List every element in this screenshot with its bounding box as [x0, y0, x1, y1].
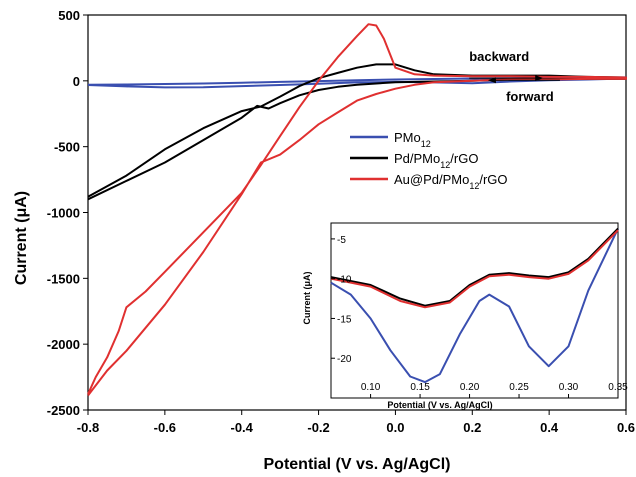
inset-x-tick-label: 0.15 [410, 382, 430, 393]
inset-x-tick-label: 0.25 [509, 382, 529, 393]
y-tick-label: -2500 [47, 403, 80, 418]
x-tick-label: -0.8 [77, 420, 99, 435]
x-tick-label: -0.4 [231, 420, 254, 435]
y-tick-label: 500 [58, 8, 80, 23]
legend-label-1: Pd/PMo12/rGO [394, 151, 478, 170]
x-tick-label: 0.6 [617, 420, 635, 435]
x-tick-label: -0.6 [154, 420, 176, 435]
inset-y-tick-label: -10 [337, 275, 352, 286]
legend-label-2: Au@Pd/PMo12/rGO [394, 172, 508, 191]
x-tick-label: 0.2 [463, 420, 481, 435]
x-tick-label: -0.2 [307, 420, 329, 435]
inset-x-tick-label: 0.20 [460, 382, 480, 393]
inset-y-tick-label: -15 [337, 314, 352, 325]
legend: PMo12 Pd/PMo12/rGO Au@Pd/PMo12/rGO [350, 130, 508, 191]
x-tick-label: 0.4 [540, 420, 559, 435]
legend-label-0: PMo12 [394, 130, 431, 149]
x-axis-label: Potential (V vs. Ag/AgCl) [264, 456, 451, 473]
inset-x-tick-label: 0.10 [361, 382, 381, 393]
y-tick-label: -1500 [47, 271, 80, 286]
y-tick-label: -500 [54, 140, 80, 155]
inset-x-axis-label: Potential (V vs. Ag/AgCl) [387, 400, 492, 410]
inset-y-tick-label: -5 [337, 235, 346, 246]
y-tick-label: -2000 [47, 337, 80, 352]
backward-label: backward [469, 49, 529, 64]
forward-label: forward [506, 89, 554, 104]
y-axis-label: Current (μA) [13, 191, 30, 285]
inset-x-tick-label: 0.35 [608, 382, 628, 393]
y-tick-label: -1000 [47, 206, 80, 221]
x-tick-label: 0.0 [386, 420, 404, 435]
inset-plot: 0.10 0.15 0.20 0.25 0.30 0.35 -5 -10 -15 -20 Pote… [302, 223, 628, 410]
inset-x-tick-label: 0.30 [559, 382, 579, 393]
y-tick-label: 0 [73, 74, 80, 89]
inset-y-tick-label: -20 [337, 354, 352, 365]
inset-y-axis-label: Current (μA) [302, 271, 312, 324]
